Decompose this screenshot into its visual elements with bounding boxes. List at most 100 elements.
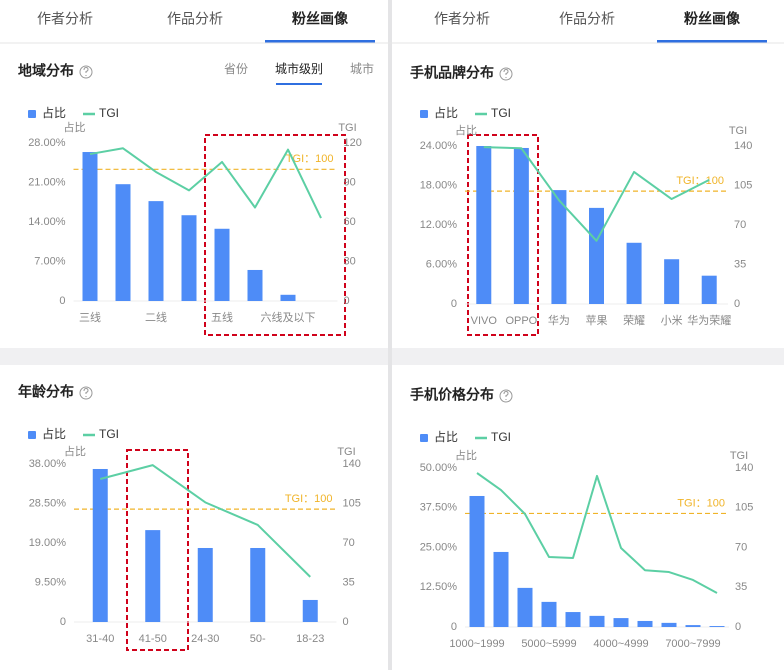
legend-swatch — [420, 434, 428, 442]
x-tick-label: 50- — [250, 633, 266, 645]
bar — [541, 601, 557, 627]
y2-tick-label: 0 — [734, 298, 740, 310]
x-tick-label: 三线 — [79, 310, 101, 324]
x-tick-label: VIVO — [471, 315, 498, 327]
legend-label: TGI — [491, 106, 511, 120]
y-tick-label: 12.00% — [420, 219, 458, 231]
x-tick-label: OPPO — [505, 315, 537, 327]
help-icon — [79, 386, 93, 400]
bar — [701, 275, 717, 304]
y-tick-label: 12.50% — [420, 581, 458, 593]
y2-tick-label: 140 — [343, 458, 361, 470]
help-icon — [83, 66, 89, 76]
bar — [685, 625, 701, 627]
bar — [302, 599, 318, 622]
line — [476, 472, 718, 594]
line — [483, 146, 710, 242]
bar — [626, 242, 642, 304]
sub-tab[interactable]: 城市 — [350, 61, 374, 76]
legend-label: 占比 — [434, 105, 458, 120]
bar — [247, 269, 263, 301]
y-tick-label: 0 — [60, 616, 66, 628]
bar — [589, 207, 604, 304]
y-tick-label: 50.00% — [420, 462, 458, 474]
x-tick-label: 苹果 — [586, 313, 608, 327]
y2-tick-label: 90 — [344, 176, 356, 188]
bar — [709, 626, 725, 627]
axis-label: 占比 — [455, 123, 477, 137]
help-icon — [79, 65, 93, 79]
tab[interactable]: 作者分析 — [37, 11, 93, 27]
y-tick-label: 0 — [451, 621, 457, 633]
help-icon — [499, 389, 513, 403]
axis-label: TGI — [337, 446, 355, 458]
tab[interactable]: 作者分析 — [434, 11, 490, 27]
x-tick-label: 41-50 — [139, 633, 167, 645]
highlight-box — [467, 134, 539, 336]
x-tick-label: 华为 — [548, 313, 570, 327]
y-tick-label: 0 — [59, 295, 65, 307]
legend-label: 占比 — [434, 429, 458, 444]
bar — [250, 547, 266, 622]
divider — [388, 0, 392, 670]
y2-tick-label: 140 — [735, 462, 753, 474]
legend-swatch — [28, 431, 36, 439]
y-tick-label: 0 — [451, 298, 457, 310]
tab[interactable]: 作品分析 — [559, 11, 615, 27]
y2-tick-label: 0 — [343, 616, 349, 628]
bar — [565, 612, 581, 627]
y2-tick-label: 0 — [735, 621, 741, 633]
x-tick-label: 二线 — [145, 310, 167, 324]
line — [99, 464, 311, 578]
legend-label: 占比 — [42, 105, 66, 120]
legend-label: TGI — [99, 106, 119, 120]
tab[interactable]: 粉丝画像 — [684, 11, 741, 27]
tab[interactable]: 粉丝画像 — [292, 11, 349, 27]
y-tick-label: 37.50% — [420, 502, 458, 514]
axis-label: TGI — [729, 125, 747, 137]
reference-label: TGI：100 — [286, 153, 334, 165]
y-tick-label: 6.00% — [426, 258, 457, 270]
chart-title: 年龄分布 — [18, 384, 74, 400]
bar — [197, 547, 213, 622]
x-tick-label: 5000~5999 — [521, 638, 576, 650]
y2-tick-label: 35 — [735, 581, 747, 593]
legend-swatch — [420, 110, 428, 118]
help-icon — [503, 68, 509, 78]
y-tick-label: 14.00% — [28, 216, 66, 228]
bar — [517, 587, 533, 627]
y2-tick-label: 70 — [343, 537, 355, 549]
chart-title: 手机品牌分布 — [410, 65, 494, 81]
y2-tick-label: 0 — [344, 295, 350, 307]
x-tick-label: 4000~4999 — [593, 638, 648, 650]
chart-title: 手机价格分布 — [410, 387, 494, 403]
bar — [493, 551, 509, 627]
legend-swatch — [28, 110, 36, 118]
bar — [661, 622, 677, 627]
sub-tab[interactable]: 省份 — [224, 62, 248, 76]
y-tick-label: 28.50% — [29, 497, 67, 509]
bar — [214, 228, 230, 301]
y2-tick-label: 30 — [344, 255, 356, 267]
y-tick-label: 24.00% — [420, 140, 458, 152]
help-icon — [503, 390, 509, 400]
bar — [148, 201, 164, 301]
tab[interactable]: 作品分析 — [167, 11, 223, 27]
y2-tick-label: 105 — [735, 502, 753, 514]
x-tick-label: 五线 — [211, 310, 233, 324]
legend-label: TGI — [99, 427, 119, 441]
reference-label: TGI：100 — [285, 493, 333, 505]
y-tick-label: 19.00% — [29, 537, 67, 549]
reference-label: TGI：100 — [677, 497, 725, 509]
sub-tab[interactable]: 城市级别 — [275, 61, 323, 76]
x-tick-label: 24-30 — [191, 633, 219, 645]
x-tick-label: 荣耀 — [623, 314, 645, 327]
y2-tick-label: 105 — [343, 497, 361, 509]
y2-tick-label: 105 — [734, 179, 752, 191]
bar — [551, 190, 567, 304]
bar — [513, 147, 529, 304]
y2-tick-label: 70 — [734, 219, 746, 231]
bar — [82, 152, 98, 301]
bar — [280, 294, 296, 301]
